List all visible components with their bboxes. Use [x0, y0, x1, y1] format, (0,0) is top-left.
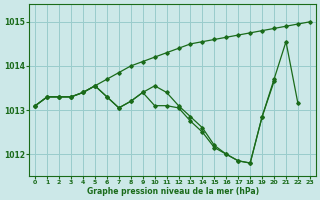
X-axis label: Graphe pression niveau de la mer (hPa): Graphe pression niveau de la mer (hPa) — [86, 187, 259, 196]
